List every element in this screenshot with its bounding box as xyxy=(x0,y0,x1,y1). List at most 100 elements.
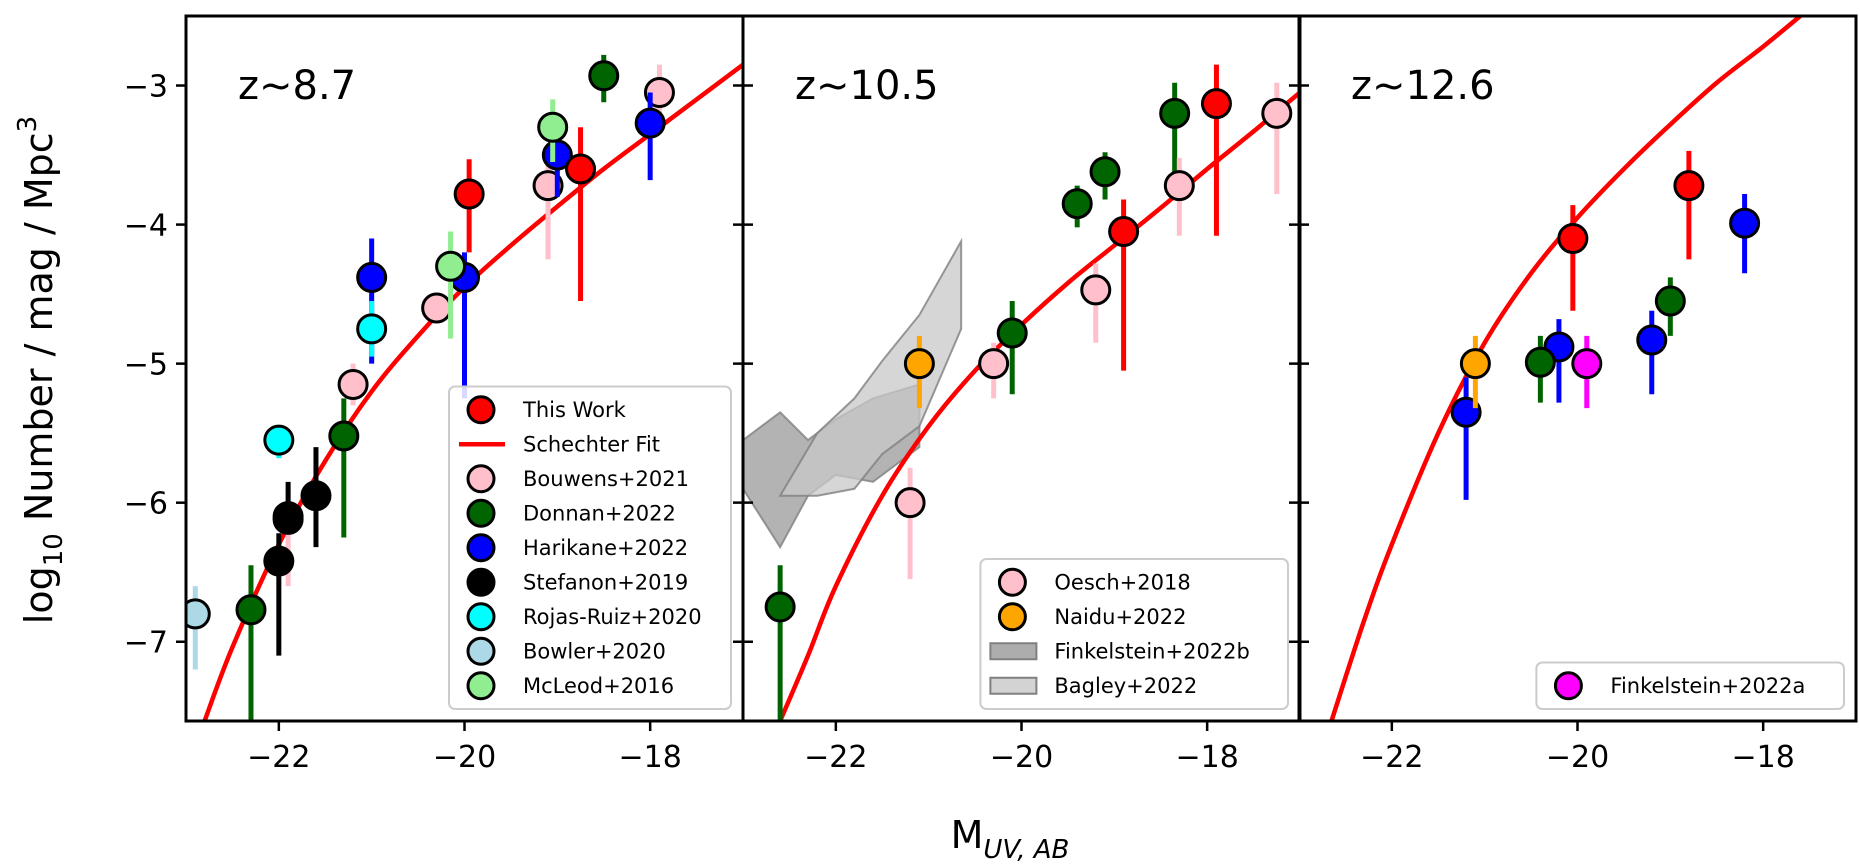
x-tick-label: −20 xyxy=(433,740,496,775)
y-tick-label: −3 xyxy=(124,70,168,105)
data-point xyxy=(1654,285,1686,317)
legend-label: Naidu+2022 xyxy=(1054,605,1186,629)
series-donnan-2022 xyxy=(235,54,620,721)
x-tick-label: −18 xyxy=(619,740,682,775)
legend-item-oesch-2018: Oesch+2018 xyxy=(997,567,1191,597)
legend-label: Schechter Fit xyxy=(523,432,660,456)
legend-label: Bagley+2022 xyxy=(1054,674,1197,698)
legend-marker xyxy=(466,567,496,597)
data-point xyxy=(356,261,388,293)
legend-label: Stefanon+2019 xyxy=(523,570,688,594)
panel-plot-area xyxy=(743,64,1300,721)
data-point xyxy=(186,598,211,630)
panel-label: z~12.6 xyxy=(1351,63,1495,109)
data-point xyxy=(1673,170,1705,202)
legend-item-schechter-fit: Schechter Fit xyxy=(459,432,660,456)
legend-item-bagley-2022: Bagley+2022 xyxy=(989,674,1197,698)
data-point xyxy=(272,503,304,535)
legend-item-bowler-2020: Bowler+2020 xyxy=(466,636,666,666)
series-rojas-ruiz-2020 xyxy=(263,301,388,459)
y-axis-title: log10 Number / mag / Mpc3 xyxy=(13,116,69,624)
legend-label: Bouwens+2021 xyxy=(523,467,689,491)
data-point xyxy=(337,368,369,400)
x-tick-label: −20 xyxy=(990,740,1053,775)
legend-item-mcleod-2016: McLeod+2016 xyxy=(466,671,674,701)
data-point xyxy=(1636,324,1668,356)
x-tick-label: −22 xyxy=(247,740,310,775)
data-point xyxy=(1459,348,1491,380)
legend-label: Donnan+2022 xyxy=(523,501,676,525)
data-point xyxy=(903,348,935,380)
legend-frame xyxy=(1535,661,1846,710)
legend-label: Oesch+2018 xyxy=(1054,570,1190,594)
panel-label: z~10.5 xyxy=(795,63,939,109)
y-tick-label: −4 xyxy=(124,209,168,244)
panel-1: −22 −20 −18 −3 −4 −5 −6 −7 z~8.7 This Work Schecht… xyxy=(124,14,745,775)
data-point xyxy=(1261,97,1293,129)
data-point xyxy=(894,487,926,519)
series-donnan-2022 xyxy=(764,82,1191,721)
data-point xyxy=(1108,216,1140,248)
series-naidu-2022 xyxy=(1459,335,1491,409)
legend-item-stefanon-2019: Stefanon+2019 xyxy=(466,567,688,597)
x-tick-label: −18 xyxy=(1176,740,1239,775)
legend-marker xyxy=(466,671,496,701)
legend-marker xyxy=(466,636,496,666)
data-point xyxy=(300,480,332,512)
legend-item-harikane-2022: Harikane+2022 xyxy=(466,533,688,563)
series-finkelstein-2022a xyxy=(1571,335,1603,409)
data-point xyxy=(1159,97,1191,129)
x-tick-label: −22 xyxy=(804,740,867,775)
data-point xyxy=(996,317,1028,349)
panel-3: −22 −20 −18 z~12.6 Finkelstein+2022a xyxy=(1289,14,1858,775)
legend-marker xyxy=(466,395,496,425)
legend-marker xyxy=(466,533,496,563)
legend-marker xyxy=(466,464,496,494)
data-point xyxy=(421,292,453,324)
series-harikane-2022 xyxy=(1450,193,1761,500)
data-point xyxy=(1557,222,1589,254)
data-point xyxy=(1080,274,1112,306)
data-point xyxy=(537,111,569,143)
legend-marker xyxy=(997,602,1027,632)
series-mcleod-2016 xyxy=(435,99,569,339)
series-naidu-2022 xyxy=(903,335,935,409)
x-axis-title: MUV, AB xyxy=(951,813,1070,865)
axis-titles: MUV, AB log10 Number / mag / Mpc3 xyxy=(13,116,1069,865)
data-point xyxy=(263,424,295,456)
x-tick-label: −20 xyxy=(1546,740,1609,775)
legend-label: Harikane+2022 xyxy=(523,536,688,560)
legend-patch xyxy=(989,642,1038,661)
band-bagley-2022 xyxy=(778,237,963,497)
legend: Oesch+2018 Naidu+2022 Finkelstein+2022b Bag… xyxy=(979,558,1290,710)
data-point xyxy=(634,107,666,139)
legend: This Work Schechter Fit Bouwens+2021 Donnan… xyxy=(448,385,732,710)
legend-label: Finkelstein+2022b xyxy=(1054,639,1249,663)
y-tick-label: −7 xyxy=(124,626,168,661)
x-tick-label: −18 xyxy=(1732,740,1795,775)
x-tick-label: −22 xyxy=(1360,740,1423,775)
data-point xyxy=(1163,170,1195,202)
legend-item-rojas-ruiz-2020: Rojas-Ruiz+2020 xyxy=(466,602,702,632)
series-stefanon-2019 xyxy=(263,447,332,656)
data-point xyxy=(978,348,1010,380)
data-point xyxy=(1200,88,1232,120)
legend-item-donnan-2022: Donnan+2022 xyxy=(466,498,676,528)
legend-marker xyxy=(997,567,1027,597)
legend-label: McLeod+2016 xyxy=(523,674,674,698)
data-point xyxy=(588,60,620,92)
legend-marker xyxy=(466,602,496,632)
data-point xyxy=(565,153,597,185)
y-tick-label: −5 xyxy=(124,348,168,383)
data-point xyxy=(356,313,388,345)
panel-2: −22 −20 −18 z~10.5 Oesch+2018 Naidu+2022 Finke… xyxy=(733,14,1302,775)
series-bowler-2020 xyxy=(186,586,211,670)
legend-label: Bowler+2020 xyxy=(523,639,666,663)
data-point xyxy=(328,420,360,452)
series-this-work xyxy=(453,127,597,302)
series-this-work xyxy=(1557,150,1705,311)
series-donnan-2022 xyxy=(1524,277,1686,403)
y-tick-label: −6 xyxy=(124,487,168,522)
legend: Finkelstein+2022a xyxy=(1535,661,1846,710)
